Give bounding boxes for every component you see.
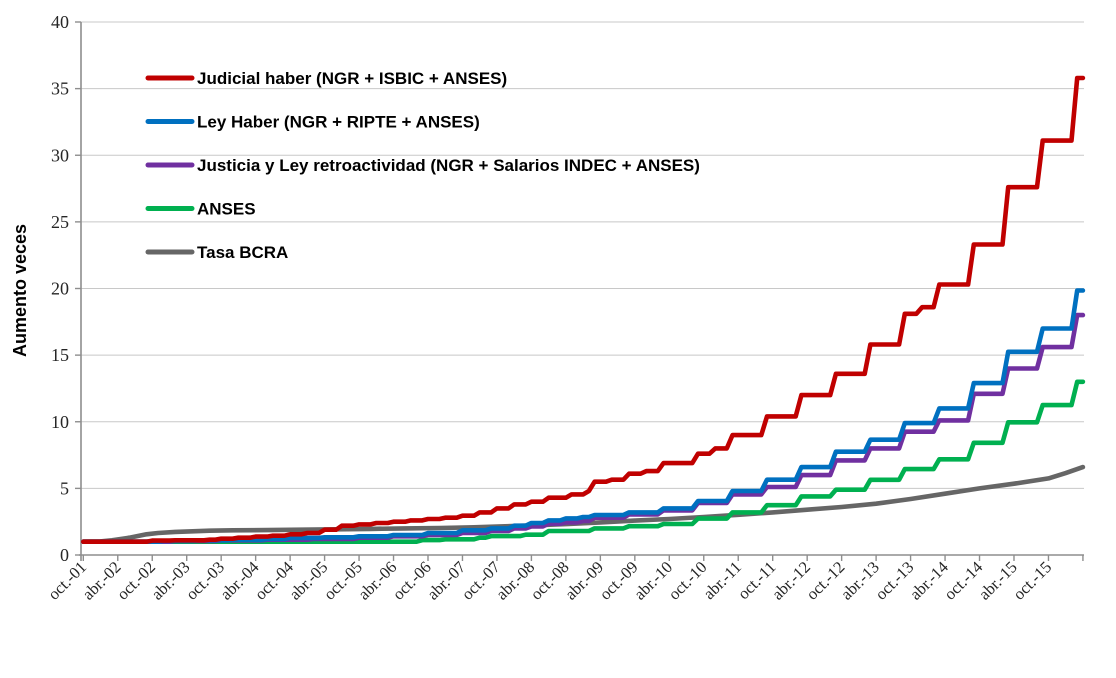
x-tick-label-abr.-03: abr.-03 [147, 557, 193, 603]
y-axis-title: Aumento veces [10, 224, 30, 357]
x-tick-label-oct.-09: oct.-09 [595, 557, 641, 603]
x-tick-label-abr.-13: abr.-13 [837, 557, 883, 603]
legend-item-4: ANSES [145, 200, 256, 219]
y-tick-label-10: 10 [51, 412, 69, 432]
x-tick-label-abr.-10: abr.-10 [630, 557, 676, 603]
y-tick-label-5: 5 [60, 478, 69, 498]
legend-item-2: Ley Haber (NGR + RIPTE + ANSES) [145, 113, 480, 132]
y-axis-ticks [75, 21, 81, 556]
y-tick-label-35: 35 [51, 79, 69, 99]
x-tick-label-oct.-06: oct.-06 [389, 557, 435, 603]
y-tick-label-20: 20 [51, 279, 69, 299]
y-tick-label-25: 25 [51, 212, 69, 232]
x-tick-label-oct.-15: oct.-15 [1009, 557, 1055, 603]
x-tick-label-oct.-05: oct.-05 [320, 557, 366, 603]
x-tick-label-abr.-02: abr.-02 [78, 557, 124, 603]
legend-item-1: Judicial haber (NGR + ISBIC + ANSES) [145, 69, 507, 88]
x-tick-label-abr.-04: abr.-04 [216, 557, 262, 603]
legend-label-5: Tasa BCRA [197, 243, 288, 262]
x-tick-label-oct.-02: oct.-02 [113, 557, 159, 603]
x-tick-label-abr.-06: abr.-06 [354, 557, 400, 603]
legend-item-3: Justicia y Ley retroactividad (NGR + Sal… [145, 156, 700, 175]
x-tick-label-abr.-07: abr.-07 [423, 557, 469, 603]
x-axis-ticks [82, 555, 1084, 561]
x-tick-label-abr.-09: abr.-09 [561, 557, 607, 603]
legend-label-1: Judicial haber (NGR + ISBIC + ANSES) [197, 69, 507, 88]
y-axis-tick-labels: 0 5 10 15 20 25 30 35 40 [51, 12, 69, 565]
x-tick-label-oct.-03: oct.-03 [182, 557, 228, 603]
x-tick-label-oct.-14: oct.-14 [940, 557, 986, 603]
x-tick-label-abr.-14: abr.-14 [906, 557, 952, 603]
legend-label-4: ANSES [197, 200, 256, 219]
legend-item-5: Tasa BCRA [145, 243, 288, 262]
legend-label-3: Justicia y Ley retroactividad (NGR + Sal… [197, 156, 700, 175]
x-tick-label-oct.-04: oct.-04 [251, 557, 297, 603]
series-line-judicial-haber-ngr-isbic-anses [81, 75, 1086, 544]
x-tick-label-oct.-12: oct.-12 [802, 557, 848, 603]
series-line-ley-haber-ngr-ripte-anses [81, 288, 1086, 544]
series-line-anses [81, 379, 1086, 544]
y-tick-label-40: 40 [51, 12, 69, 32]
x-tick-label-oct.-07: oct.-07 [458, 557, 504, 603]
x-tick-label-abr.-12: abr.-12 [768, 557, 814, 603]
x-tick-label-oct.-13: oct.-13 [871, 557, 917, 603]
x-tick-label-oct.-10: oct.-10 [664, 557, 710, 603]
series-line-justicia-y-ley-retroactividad-ngr-salarios-indec-anses [81, 312, 1086, 544]
gridlines [81, 21, 1084, 489]
x-tick-label-abr.-08: abr.-08 [492, 557, 538, 603]
legend-label-2: Ley Haber (NGR + RIPTE + ANSES) [197, 113, 480, 132]
x-tick-label-abr.-15: abr.-15 [975, 557, 1021, 603]
x-axis-tick-labels: oct.-01abr.-02oct.-02abr.-03oct.-03abr.-… [44, 557, 1055, 603]
y-tick-label-30: 30 [51, 145, 69, 165]
legend: Judicial haber (NGR + ISBIC + ANSES) Ley … [145, 69, 700, 262]
y-tick-label-15: 15 [51, 345, 69, 365]
data-series [81, 75, 1086, 544]
axes [79, 22, 1084, 561]
x-tick-label-oct.-08: oct.-08 [527, 557, 573, 603]
y-tick-label-0: 0 [60, 545, 69, 565]
x-tick-label-abr.-05: abr.-05 [285, 557, 331, 603]
x-tick-label-abr.-11: abr.-11 [699, 557, 745, 603]
